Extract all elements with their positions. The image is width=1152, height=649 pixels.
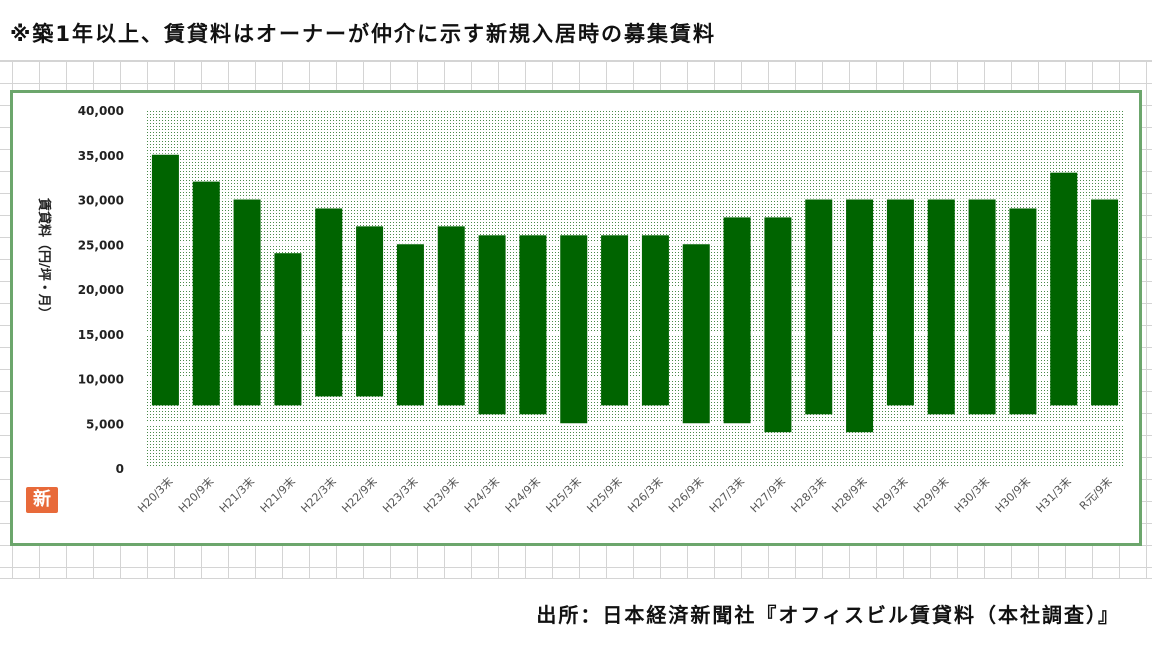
x-tick-label: H30/9末 bbox=[992, 474, 1033, 515]
x-tick-label: H30/3末 bbox=[951, 474, 992, 515]
x-tick-label: H26/9末 bbox=[665, 474, 706, 515]
bar bbox=[1050, 172, 1078, 406]
nikkei-logo: 新 bbox=[26, 487, 58, 513]
x-tick-label: H25/3末 bbox=[543, 474, 584, 515]
x-tick-label: H24/9末 bbox=[502, 474, 543, 515]
bar bbox=[1009, 208, 1037, 415]
y-tick-label: 10,000 bbox=[78, 373, 124, 387]
bar bbox=[1091, 199, 1119, 406]
bar bbox=[601, 235, 629, 406]
x-tick-label: H22/9末 bbox=[339, 474, 380, 515]
x-tick-label: H26/3末 bbox=[625, 474, 666, 515]
bar bbox=[560, 235, 588, 424]
x-tick-label: H22/3末 bbox=[298, 474, 339, 515]
bar bbox=[151, 154, 179, 406]
note-band: ※築1年以上、賃貸料はオーナーが仲介に示す新規入居時の募集賃料 bbox=[0, 0, 1152, 61]
x-tick-label: H23/9末 bbox=[420, 474, 461, 515]
x-tick-label: H20/3末 bbox=[135, 474, 176, 515]
bar bbox=[641, 235, 669, 406]
bar bbox=[478, 235, 506, 415]
bar bbox=[233, 199, 261, 406]
survey-note: ※築1年以上、賃貸料はオーナーが仲介に示す新規入居時の募集賃料 bbox=[10, 22, 717, 46]
y-tick-label: 40,000 bbox=[78, 104, 124, 118]
bar bbox=[682, 244, 710, 424]
x-tick-label: R元/9末 bbox=[1076, 474, 1114, 512]
x-tick-label: H23/3末 bbox=[380, 474, 421, 515]
bar bbox=[356, 226, 384, 397]
bar bbox=[886, 199, 914, 406]
bar bbox=[764, 217, 792, 433]
bar bbox=[437, 226, 465, 406]
x-tick-label: H20/9末 bbox=[175, 474, 216, 515]
y-tick-label: 30,000 bbox=[78, 194, 124, 208]
x-tick-label: H31/3末 bbox=[1033, 474, 1074, 515]
y-tick-label: 5,000 bbox=[86, 417, 124, 431]
gridlines bbox=[145, 109, 1125, 425]
bar bbox=[396, 244, 424, 406]
bar bbox=[274, 253, 302, 406]
x-tick-label: H21/9末 bbox=[257, 474, 298, 515]
bar bbox=[968, 199, 996, 415]
x-tick-label: H21/3末 bbox=[216, 474, 257, 515]
bar bbox=[927, 199, 955, 415]
y-axis-label: 賃貸料（円/坪・月） bbox=[36, 197, 52, 320]
x-tick-label: H27/9末 bbox=[747, 474, 788, 515]
rent-range-chart: 0 5,000 10,000 15,000 20,000 25,000 30,000 35,0… bbox=[36, 104, 1125, 515]
bar bbox=[723, 217, 751, 424]
bars bbox=[151, 154, 1119, 433]
bar bbox=[315, 208, 343, 397]
source-credit: 出所：日本経済新聞社『オフィスビル賃貸料（本社調査）』 bbox=[536, 603, 1120, 627]
y-tick-label: 15,000 bbox=[78, 328, 124, 342]
y-axis-ticks: 0 5,000 10,000 15,000 20,000 25,000 30,000 35,0… bbox=[78, 104, 124, 476]
x-axis-ticks: H20/3末 H20/9末 H21/3末 H21/9末 H22/3末 H22/9末 H23/… bbox=[135, 474, 1115, 515]
x-tick-label: H28/9末 bbox=[829, 474, 870, 515]
y-tick-label: 20,000 bbox=[78, 283, 124, 297]
x-tick-label: H25/9末 bbox=[584, 474, 625, 515]
x-tick-label: H29/9末 bbox=[910, 474, 951, 515]
x-tick-label: H24/3末 bbox=[461, 474, 502, 515]
bar bbox=[192, 181, 220, 406]
y-tick-label: 35,000 bbox=[78, 149, 124, 163]
x-tick-label: H27/3末 bbox=[706, 474, 747, 515]
x-tick-label: H29/3末 bbox=[870, 474, 911, 515]
x-tick-label: H28/3末 bbox=[788, 474, 829, 515]
y-tick-label: 25,000 bbox=[78, 238, 124, 252]
y-tick-label: 0 bbox=[116, 462, 124, 476]
bar bbox=[846, 199, 874, 433]
source-band: 出所：日本経済新聞社『オフィスビル賃貸料（本社調査）』 bbox=[0, 578, 1152, 649]
bar bbox=[805, 199, 833, 415]
bar bbox=[519, 235, 547, 415]
